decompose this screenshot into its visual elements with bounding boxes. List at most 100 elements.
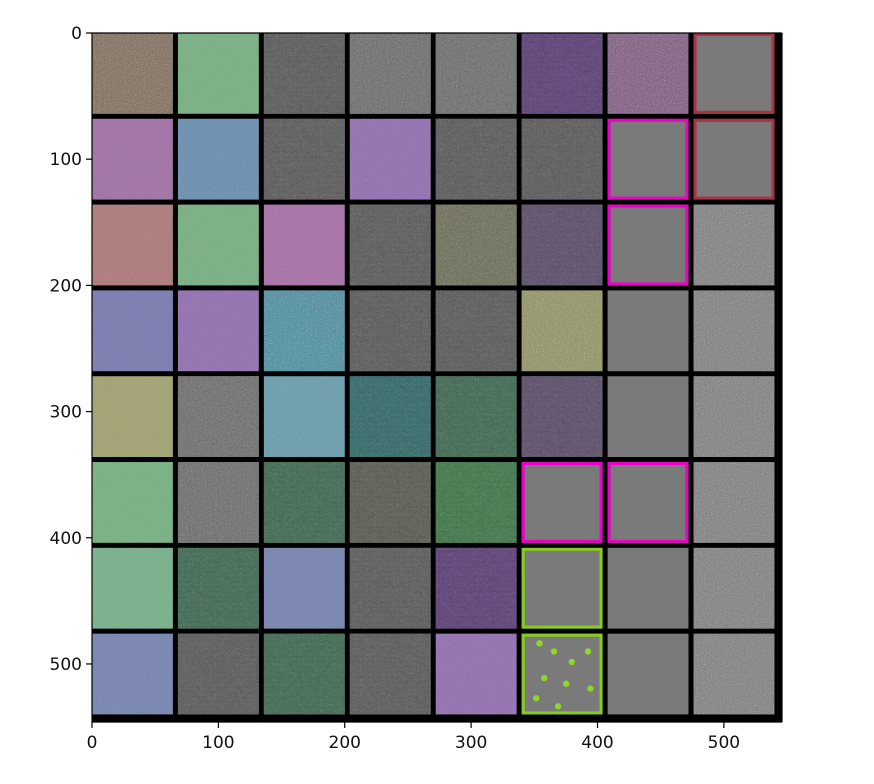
tile-fill bbox=[177, 462, 259, 543]
grid-tile-r6-c2 bbox=[263, 547, 345, 629]
tile-fill bbox=[521, 462, 603, 543]
tile-fill bbox=[521, 118, 603, 200]
grid-tile-r0-c2 bbox=[263, 33, 345, 114]
grid-tile-r5-c4 bbox=[435, 462, 517, 543]
grid-tile-r4-c0 bbox=[92, 376, 173, 457]
tile-fill bbox=[349, 462, 431, 543]
grid-tile-r3-c3 bbox=[349, 290, 431, 372]
tile-fill bbox=[263, 462, 345, 543]
tile-fill bbox=[693, 33, 775, 114]
tile-spot bbox=[587, 685, 594, 692]
grid-tile-r0-c7 bbox=[693, 33, 775, 114]
tile-border bbox=[693, 33, 775, 114]
grid-tile-r0-c0 bbox=[92, 33, 173, 114]
tile-fill bbox=[521, 376, 603, 457]
grid-tile-r7-c5 bbox=[521, 633, 603, 715]
grid-tile-r0-c3 bbox=[349, 33, 431, 114]
tile-fill bbox=[92, 547, 173, 629]
tile-fill bbox=[435, 204, 517, 286]
tile-fill bbox=[435, 118, 517, 200]
x-tick-label: 100 bbox=[202, 733, 234, 753]
tile-fill bbox=[607, 547, 689, 629]
grid-tile-r6-c6 bbox=[607, 547, 689, 629]
grid-tile-r2-c0 bbox=[92, 204, 173, 286]
tile-fill bbox=[263, 33, 345, 114]
grid-tile-r7-c0 bbox=[92, 633, 173, 715]
tile-fill bbox=[177, 547, 259, 629]
tile-fill bbox=[92, 118, 173, 200]
tile-fill bbox=[607, 118, 689, 200]
grid-tile-r4-c1 bbox=[177, 376, 259, 457]
grid-tile-r0-c1 bbox=[177, 33, 259, 114]
tile-fill bbox=[349, 118, 431, 200]
tile-fill bbox=[177, 33, 259, 114]
grid-tile-r0-c4 bbox=[435, 33, 517, 114]
x-axis: 0 100 200 300 400 500 bbox=[87, 33, 783, 753]
grid-tile-r7-c6 bbox=[607, 633, 689, 715]
x-tick-label: 0 bbox=[87, 733, 98, 753]
tile-fill bbox=[263, 547, 345, 629]
y-tick-label: 200 bbox=[50, 276, 82, 296]
tile-border bbox=[607, 462, 689, 543]
tile-fill bbox=[521, 204, 603, 286]
grid-tile-r5-c6 bbox=[607, 462, 689, 543]
tile-fill bbox=[435, 33, 517, 114]
x-tick-label: 500 bbox=[708, 733, 740, 753]
tile-fill bbox=[693, 547, 775, 629]
tile-fill bbox=[607, 204, 689, 286]
y-tick-label: 300 bbox=[50, 403, 82, 423]
grid-tile-r3-c0 bbox=[92, 290, 173, 372]
tile-spot bbox=[584, 648, 592, 655]
tile-fill bbox=[92, 633, 173, 715]
x-tick-label: 300 bbox=[455, 733, 487, 753]
grid-tile-r7-c1 bbox=[177, 633, 259, 715]
grid-tile-r1-c5 bbox=[521, 118, 603, 200]
grid-tile-r5-c3 bbox=[349, 462, 431, 543]
tile-fill bbox=[92, 290, 173, 372]
tile-fill bbox=[349, 290, 431, 372]
tile-fill bbox=[177, 204, 259, 286]
grid-tile-r1-c2 bbox=[263, 118, 345, 200]
grid-tile-r2-c7 bbox=[693, 204, 775, 286]
tile-fill bbox=[177, 633, 259, 715]
grid-tile-r3-c5 bbox=[521, 290, 603, 372]
grid-tile-r7-c2 bbox=[263, 633, 345, 715]
tile-spot bbox=[554, 703, 562, 710]
grid-tile-r3-c2 bbox=[263, 290, 345, 372]
y-tick-label: 100 bbox=[50, 150, 82, 170]
tile-fill bbox=[607, 33, 689, 114]
tile-fill bbox=[263, 290, 345, 372]
grid-tile-r0-c5 bbox=[521, 33, 603, 114]
tile-fill bbox=[693, 462, 775, 543]
tile-fill bbox=[92, 33, 173, 114]
grid-tile-r1-c1 bbox=[177, 118, 259, 200]
grid-tile-r3-c1 bbox=[177, 290, 259, 372]
grid-tile-r7-c4 bbox=[435, 633, 517, 715]
tile-fill bbox=[92, 462, 173, 543]
tile-spot bbox=[533, 695, 540, 702]
grid-tile-r5-c1 bbox=[177, 462, 259, 543]
grid-tile-r4-c2 bbox=[263, 376, 345, 457]
tile-fill bbox=[521, 33, 603, 114]
grid-tile-r7-c7 bbox=[693, 633, 775, 715]
y-tick-label: 0 bbox=[71, 24, 82, 44]
tile-fill bbox=[521, 633, 603, 715]
tile-border bbox=[521, 633, 603, 715]
tile-fill bbox=[435, 633, 517, 715]
tile-fill bbox=[263, 633, 345, 715]
tile-fill bbox=[435, 547, 517, 629]
tile-fill bbox=[263, 204, 345, 286]
tile-fill bbox=[349, 633, 431, 715]
tile-border bbox=[521, 547, 603, 629]
tile-fill bbox=[177, 376, 259, 457]
tile-fill bbox=[607, 376, 689, 457]
tile-fill bbox=[521, 547, 603, 629]
grid-tile-r4-c7 bbox=[693, 376, 775, 457]
grid-tile-r3-c6 bbox=[607, 290, 689, 372]
grid-tile-r5-c0 bbox=[92, 462, 173, 543]
tile-fill bbox=[92, 204, 173, 286]
grid-tile-r5-c2 bbox=[263, 462, 345, 543]
tile-fill bbox=[693, 290, 775, 372]
